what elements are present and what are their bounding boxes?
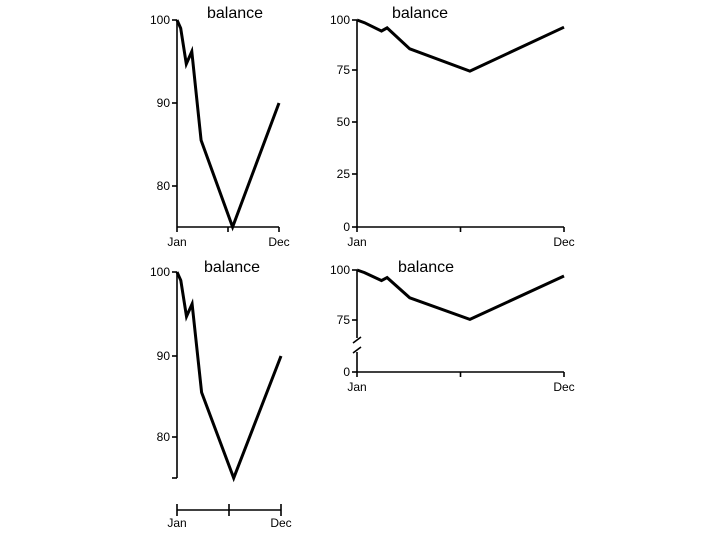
balance-line [356,268,565,322]
chart-title: balance [392,5,448,22]
x-tick-label: Jan [167,516,186,530]
x-tick-label: Jan [347,380,366,394]
x-tick-label: Jan [167,235,186,249]
x-tick-label: Dec [268,235,289,249]
chart-title: balance [398,259,454,276]
y-tick-label: 100 [150,265,170,279]
y-tick-label: 90 [157,349,171,363]
y-tick-label: 80 [157,179,171,193]
chart-title: balance [204,259,260,276]
axis-break-mark [352,336,362,344]
y-tick-label: 75 [337,313,351,327]
chart-title: balance [207,5,263,22]
balance-line [175,271,283,483]
y-tick-label: 0 [343,220,350,234]
y-tick-label: 75 [337,63,351,77]
chart-panel-1: balance 100 90 80 Jan Dec [150,5,290,249]
y-tick-label: 100 [330,13,350,27]
y-tick-label: 25 [337,167,351,181]
chart-panel-3: balance 100 90 80 Jan Dec [150,259,292,530]
y-tick-label: 50 [337,115,351,129]
y-tick-label: 80 [157,430,171,444]
balance-line [356,18,565,73]
y-tick-label: 90 [157,96,171,110]
balance-line [175,19,281,232]
axis-break-mark [352,346,362,354]
x-tick-label: Jan [347,235,366,249]
y-tick-label: 100 [330,263,350,277]
x-tick-label: Dec [270,516,291,530]
x-tick-label: Dec [553,380,574,394]
y-tick-label: 100 [150,13,170,27]
y-tick-label: 0 [343,365,350,379]
x-tick-label: Dec [553,235,574,249]
